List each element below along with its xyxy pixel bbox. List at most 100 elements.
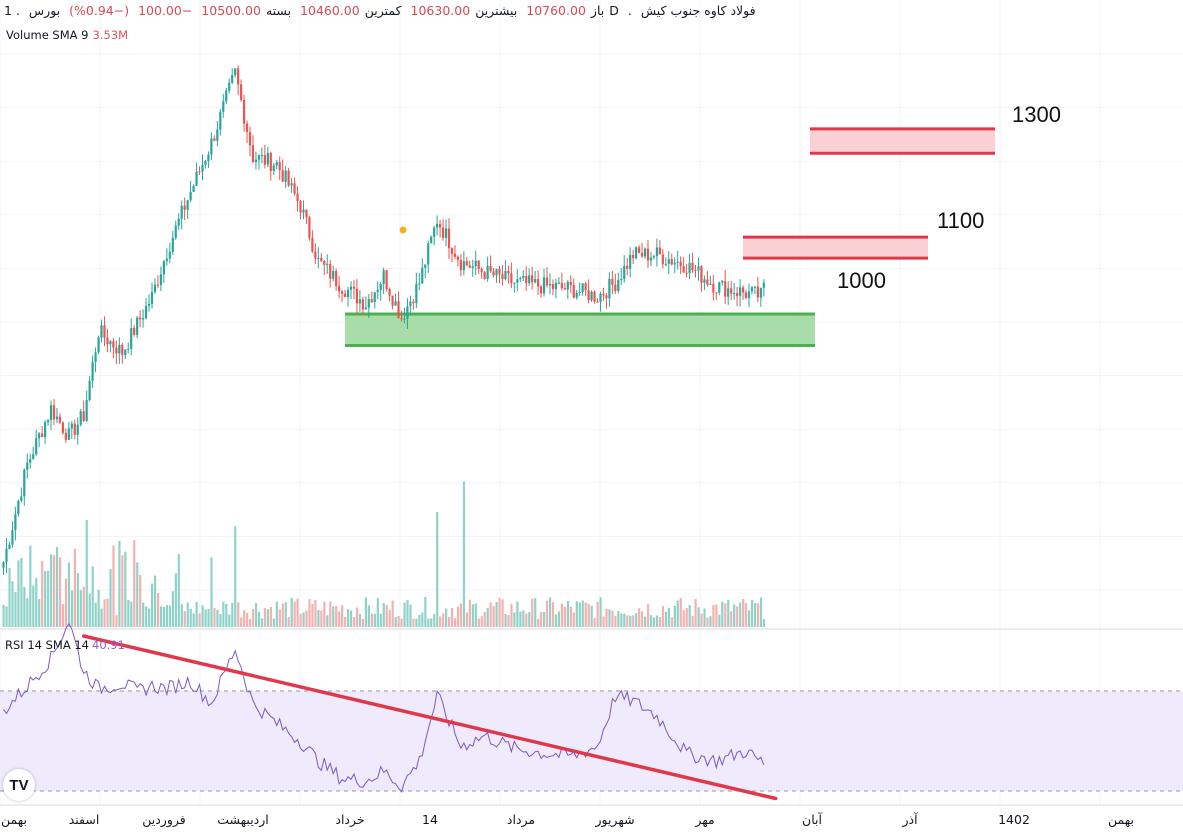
candle-body (130, 327, 133, 349)
volume-bar (632, 615, 635, 627)
candle-body (623, 265, 626, 280)
candle-body (385, 270, 388, 290)
candle-body (35, 438, 38, 455)
candle-body (492, 271, 495, 276)
level-label-1100: 1100 (937, 208, 985, 233)
candle-body (694, 270, 697, 272)
volume-bar (198, 613, 201, 627)
x-tick-label: آذر (902, 812, 918, 827)
volume-legend[interactable]: Volume SMA 9 3.53M (6, 28, 128, 42)
candle-body (284, 170, 287, 182)
volume-bar (290, 597, 293, 627)
volume-bar (747, 610, 751, 627)
volume-bar (599, 597, 602, 627)
candle-body (55, 416, 59, 420)
candle-body (198, 171, 201, 173)
header-exchange: بورس (28, 3, 61, 18)
candle-body (210, 138, 213, 155)
volume-bar (29, 545, 32, 627)
volume-bar (507, 615, 510, 627)
candle-body (557, 282, 560, 284)
header-open-label: باز (590, 3, 605, 18)
candle-body (171, 237, 174, 252)
tradingview-logo[interactable]: TV (3, 769, 35, 801)
header-high-label: بیشترین (475, 3, 518, 18)
candle-body (444, 228, 448, 238)
volume-label: Volume SMA 9 (6, 28, 89, 42)
candle-body (593, 291, 596, 302)
candle-body (537, 279, 540, 287)
candle-body (46, 420, 50, 423)
volume-bar (498, 597, 501, 627)
volume-bar (361, 618, 365, 627)
candle-body (629, 254, 632, 269)
volume-bar (299, 613, 302, 627)
volume-bar (739, 602, 742, 627)
candle-body (614, 284, 617, 292)
volume-bar (578, 602, 581, 627)
level-zone-1000 (345, 314, 815, 346)
volume-bar (649, 615, 653, 627)
candle-body (189, 191, 192, 201)
volume-bar (516, 601, 519, 627)
candle-body (542, 277, 546, 294)
candle-body (49, 405, 53, 421)
candle-body (216, 129, 219, 141)
volume-bar (581, 600, 584, 627)
volume-bar (641, 611, 644, 627)
candle-body (581, 283, 584, 292)
candle-body (605, 295, 608, 299)
volume-bar (222, 601, 225, 627)
candle-body (599, 293, 602, 303)
candle-body (430, 236, 433, 244)
candle-body (682, 266, 685, 273)
candle-body (655, 247, 658, 257)
candle-body (433, 227, 436, 237)
volume-bar (38, 599, 41, 627)
volume-bar (548, 597, 552, 627)
volume-bar (311, 603, 314, 627)
rsi-legend[interactable]: RSI 14 SMA 14 40.91 (5, 638, 125, 652)
volume-bar (260, 618, 264, 627)
volume-bar (266, 609, 270, 627)
volume-bar (82, 586, 85, 627)
volume-bar (156, 592, 160, 627)
volume-bar (8, 567, 11, 627)
volume-bar (753, 603, 757, 627)
volume-bar (112, 545, 115, 627)
candle-body (560, 282, 563, 289)
candle-body (17, 500, 20, 515)
volume-bar (305, 610, 308, 627)
candle-body (712, 283, 715, 293)
volume-bar (91, 566, 94, 627)
candle-body (222, 101, 225, 112)
candle-body (144, 305, 148, 319)
volume-bar (575, 601, 578, 627)
candle-body (112, 341, 115, 348)
volume-bar (721, 601, 724, 627)
volume-bar (557, 611, 561, 627)
x-tick-label: فروردین (142, 812, 186, 827)
volume-bar (5, 606, 8, 627)
candle-body (447, 228, 451, 249)
volume-bar (418, 614, 421, 627)
candle-body (278, 162, 281, 171)
candle-body (156, 284, 160, 286)
volume-bar (608, 609, 611, 627)
candle-body (287, 170, 290, 186)
volume-bar (55, 546, 59, 627)
candle-body (254, 159, 258, 162)
volume-bar (554, 614, 558, 627)
volume-bar (192, 613, 195, 627)
volume-bar (400, 618, 403, 627)
candle-body (688, 262, 691, 274)
candle-body (611, 278, 614, 285)
candle-body (652, 256, 656, 258)
candle-body (162, 261, 165, 275)
x-tick-label: شهریور (595, 812, 635, 827)
x-tick-label: بهمن (1108, 812, 1134, 827)
volume-bar (329, 601, 332, 627)
candle-body (338, 285, 341, 292)
